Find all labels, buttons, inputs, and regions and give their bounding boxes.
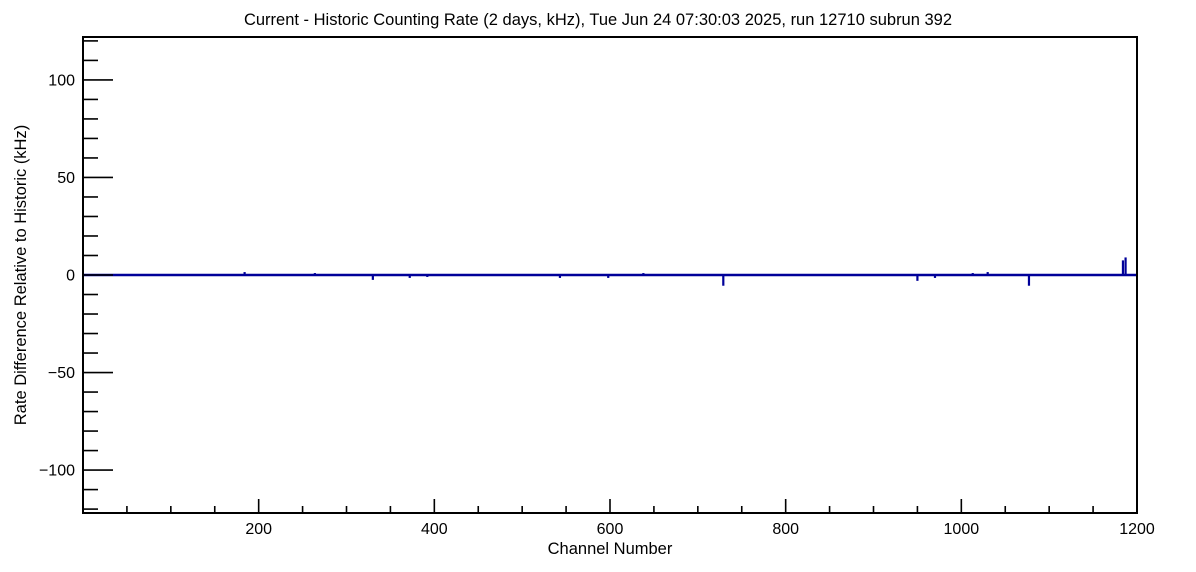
x-tick-label: 800 — [772, 521, 799, 538]
x-tick-label: 600 — [597, 521, 624, 538]
x-tick-label: 1000 — [944, 521, 980, 538]
chart-title: Current - Historic Counting Rate (2 days… — [244, 11, 952, 29]
data-series-layer — [83, 257, 1137, 286]
x-tick-label: 1200 — [1119, 521, 1155, 538]
x-axis-title: Channel Number — [548, 540, 673, 558]
x-tick-label: 200 — [245, 521, 272, 538]
axis-tick-labels-layer: 200 400 600 800 1000 1200 100 50 0 −50 −100 — [39, 72, 1155, 538]
x-tick-label: 400 — [421, 521, 448, 538]
axis-ticks-layer — [83, 40, 1138, 513]
y-tick-label: 100 — [48, 72, 75, 89]
y-axis-title: Rate Difference Relative to Historic (kH… — [12, 125, 30, 425]
y-tick-label: −100 — [39, 463, 75, 480]
y-tick-label: −50 — [48, 365, 75, 382]
y-tick-label: 50 — [57, 170, 75, 187]
y-tick-label: 0 — [66, 268, 75, 285]
